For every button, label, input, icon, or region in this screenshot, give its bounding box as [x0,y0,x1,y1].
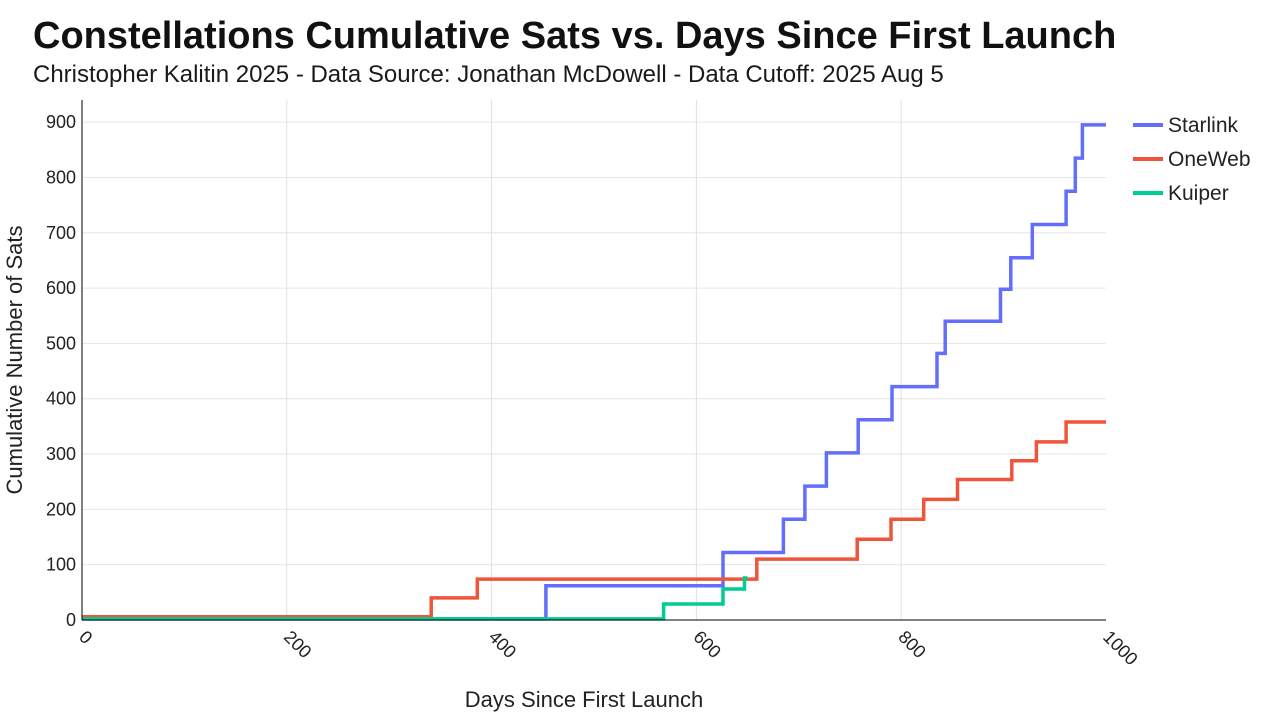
x-tick-label: 600 [690,627,725,662]
x-tick-label: 1000 [1099,627,1141,669]
series-line-oneweb [82,420,1106,619]
legend[interactable]: Starlink OneWeb Kuiper [1133,114,1251,205]
y-tick-label: 500 [46,333,76,353]
x-axis-title: Days Since First Launch [465,687,703,712]
legend-label: Starlink [1168,114,1239,137]
y-axis-title: Cumulative Number of Sats [2,226,27,495]
axes [81,100,1106,621]
x-tick-label: 200 [280,627,315,662]
x-tick-label: 0 [75,627,96,648]
legend-item-starlink[interactable]: Starlink [1133,114,1239,137]
series-lines [82,123,1106,621]
series-line-kuiper [82,576,748,621]
chart-subtitle: Christopher Kalitin 2025 - Data Source: … [33,61,944,88]
grid-lines [82,100,1106,620]
legend-item-kuiper[interactable]: Kuiper [1133,182,1229,205]
x-tick-label: 800 [894,627,929,662]
y-tick-label: 400 [46,389,76,409]
y-tick-label: 300 [46,444,76,464]
y-tick-label: 700 [46,223,76,243]
chart-title: Constellations Cumulative Sats vs. Days … [33,15,1117,57]
legend-item-oneweb[interactable]: OneWeb [1133,148,1251,171]
y-tick-label: 200 [46,499,76,519]
y-tick-label: 0 [66,610,76,630]
legend-label: Kuiper [1168,182,1229,205]
series-line-starlink [82,123,1106,621]
y-tick-label: 600 [46,278,76,298]
x-tick-label: 400 [485,627,520,662]
x-tick-labels: 0 200 400 600 800 1000 [75,627,1141,669]
y-tick-labels: 0 100 200 300 400 500 600 700 800 900 [46,112,76,630]
y-tick-label: 800 [46,167,76,187]
legend-label: OneWeb [1168,148,1251,171]
y-tick-label: 100 [46,555,76,575]
y-tick-label: 900 [46,112,76,132]
